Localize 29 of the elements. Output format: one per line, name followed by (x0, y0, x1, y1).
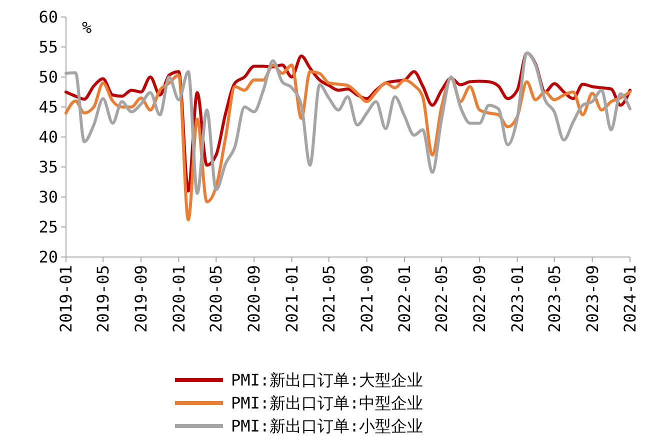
legend-label: PMI:新出口订单:中型企业 (231, 394, 424, 413)
x-tick-label: 2022-09 (470, 265, 490, 332)
y-axis-title: % (82, 18, 92, 37)
x-tick-label: 2021-09 (357, 265, 376, 332)
x-tick-label: 2020-01 (169, 265, 188, 332)
x-tick-label: 2024-01 (620, 265, 640, 332)
y-tick-label: 25 (38, 218, 58, 237)
x-tick-label: 2023-09 (582, 265, 602, 332)
x-tick-label: 2020-05 (206, 265, 226, 332)
y-tick-label: 40 (38, 128, 58, 147)
legend-label: PMI:新出口订单:大型企业 (231, 370, 424, 390)
y-tick-label: 55 (38, 38, 58, 57)
y-tick-label: 50 (38, 68, 58, 87)
y-tick-label: 30 (38, 188, 58, 207)
x-tick-label: 2021-05 (319, 265, 338, 332)
x-tick-label: 2019-01 (56, 265, 76, 332)
x-tick-label: 2019-09 (132, 265, 151, 332)
x-tick-label: 2021-01 (282, 265, 302, 332)
y-tick-label: 20 (38, 248, 58, 267)
x-tick-label: 2019-05 (94, 265, 113, 332)
x-tick-label: 2022-05 (432, 265, 452, 332)
x-tick-label: 2023-01 (508, 265, 527, 332)
y-tick-label: 35 (38, 158, 58, 177)
y-tick-label: 45 (38, 98, 58, 117)
x-tick-label: 2023-05 (544, 265, 564, 332)
x-tick-label: 2022-01 (395, 265, 414, 332)
x-tick-label: 2020-09 (244, 265, 264, 332)
legend-label: PMI:新出口订单:小型企业 (231, 416, 424, 436)
y-tick-label: 60 (38, 8, 58, 27)
